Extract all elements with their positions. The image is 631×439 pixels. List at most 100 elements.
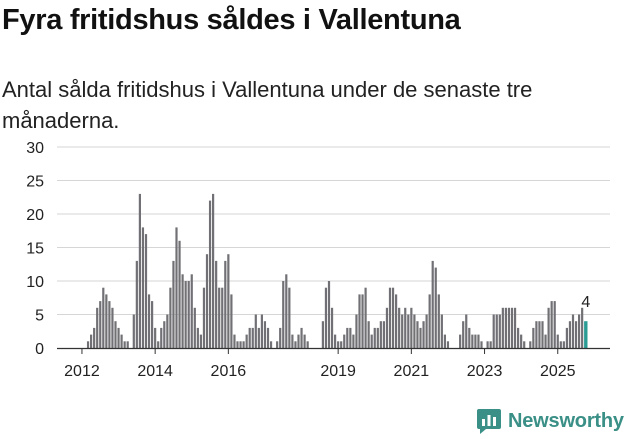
bar [90,334,93,348]
bar [257,327,260,348]
bar [553,301,556,348]
bar [501,307,504,348]
bar [144,234,148,348]
bar [334,334,337,348]
y-tick-label: 5 [35,308,44,325]
bar [544,334,547,348]
bar [202,287,206,348]
bar [251,327,254,348]
bar [111,307,114,348]
bar [99,301,102,348]
bar [513,307,517,348]
bar [471,334,474,348]
x-tick-label: 2021 [394,363,430,380]
y-tick-label: 20 [26,207,44,224]
bar [370,334,373,348]
bar [306,341,309,348]
bar [254,314,257,348]
bar [215,260,218,348]
bar [562,341,565,348]
bar [568,321,572,348]
bar [117,327,120,348]
bar [340,341,343,348]
bar [86,341,90,348]
bar [517,327,520,348]
bar [492,314,495,348]
bar [388,287,392,348]
bar [382,321,385,348]
bar [279,327,282,348]
bar [227,254,230,348]
bar [269,341,273,348]
bar [224,260,227,348]
bar [260,314,263,348]
bar [440,314,443,348]
bar [422,321,425,348]
bar [367,321,370,348]
bar [507,307,511,348]
bar [181,274,184,348]
bar [327,281,331,348]
bar [425,314,428,348]
bar [349,327,352,348]
bar [114,321,117,348]
x-tick-label: 2016 [211,363,247,380]
bar [123,341,126,348]
bar [239,341,242,348]
x-axis: 2012 2014 2016 2019 2021 2023 2025 [57,347,610,380]
bar [407,314,410,348]
bar [379,321,382,348]
bar [245,334,248,348]
gridlines [57,146,610,315]
bar [166,314,169,348]
bar [477,334,480,348]
bar [330,307,334,348]
newsworthy-logo: Newsworthy [476,406,624,436]
bar [547,307,550,348]
bar [523,341,526,348]
bar [416,321,419,348]
bar [154,327,157,348]
bar [196,327,199,348]
x-tick-label: 2023 [467,363,503,380]
bar [236,341,239,348]
bar [205,254,209,348]
bar [160,327,163,348]
bar [474,334,477,348]
bar [550,301,553,348]
bar [221,287,224,348]
bar [495,314,498,348]
bar [276,341,279,348]
bar [242,341,245,348]
bar [373,327,376,348]
bar [404,307,407,348]
newsworthy-logo-icon [477,409,501,434]
bar [291,334,294,348]
bar [175,227,178,348]
bar [248,327,251,348]
bar [395,294,398,348]
bar [504,307,507,348]
bar [266,327,270,348]
bar [376,327,379,348]
y-axis: 0 5 10 15 20 25 30 [26,140,44,358]
annotation-label: 4 [581,294,590,311]
bar [132,314,135,348]
bar [532,327,535,348]
bar [218,287,221,348]
bar [361,294,364,348]
bar [337,341,340,348]
bar [465,314,468,348]
bar [184,281,187,348]
bar [138,193,141,348]
bar [285,274,288,348]
bar [398,307,401,348]
bar [559,341,562,348]
logo-text: Newsworthy [508,409,624,432]
bar [535,321,538,348]
chart-title: Fyra fritidshus såldes i Vallentuna [2,4,461,36]
bar [443,334,446,348]
bar [538,321,541,348]
bar [294,341,297,348]
